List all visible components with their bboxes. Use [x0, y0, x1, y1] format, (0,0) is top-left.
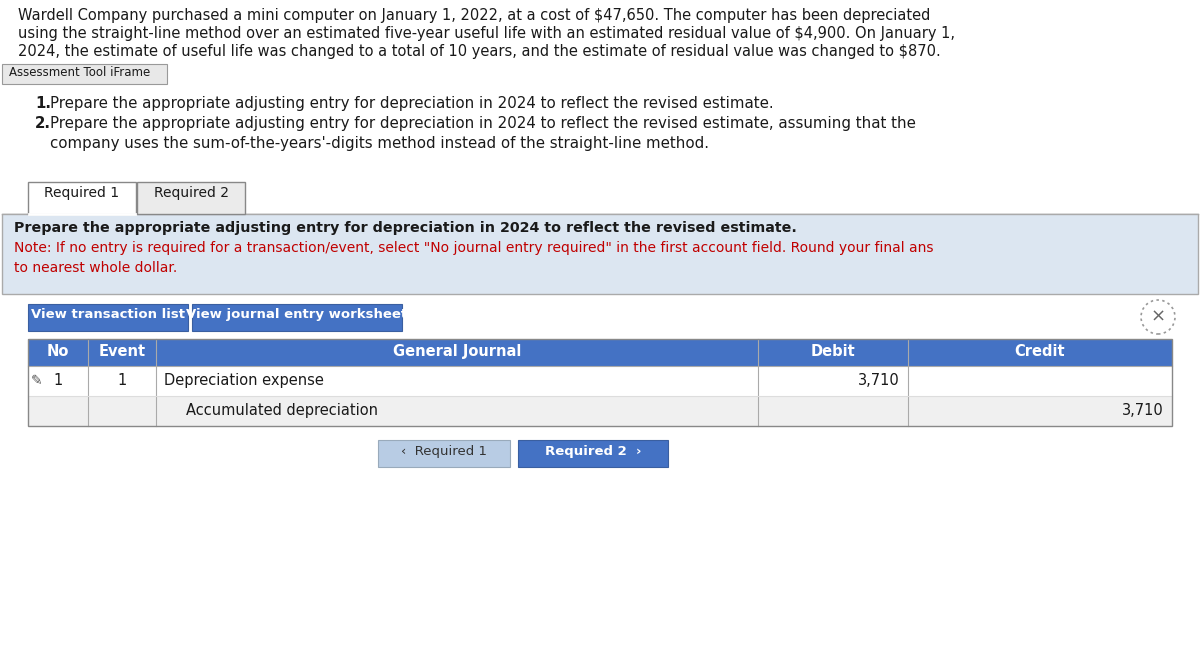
Text: Depreciation expense: Depreciation expense: [164, 373, 324, 388]
Text: Credit: Credit: [1015, 344, 1066, 359]
Text: 1.: 1.: [35, 96, 50, 111]
Text: No: No: [47, 344, 70, 359]
FancyBboxPatch shape: [2, 214, 1198, 294]
FancyBboxPatch shape: [378, 440, 510, 467]
FancyBboxPatch shape: [137, 182, 245, 214]
Text: Debit: Debit: [811, 344, 856, 359]
Text: Accumulated depreciation: Accumulated depreciation: [186, 403, 378, 418]
Text: View transaction list: View transaction list: [31, 308, 185, 321]
FancyBboxPatch shape: [28, 304, 188, 331]
FancyBboxPatch shape: [518, 440, 668, 467]
Text: 3,710: 3,710: [1122, 403, 1164, 418]
Text: Required 2  ›: Required 2 ›: [545, 445, 641, 458]
Text: Wardell Company purchased a mini computer on January 1, 2022, at a cost of $47,6: Wardell Company purchased a mini compute…: [18, 8, 930, 23]
Text: Assessment Tool iFrame: Assessment Tool iFrame: [10, 66, 150, 79]
Text: 3,710: 3,710: [858, 373, 900, 388]
Text: ‹  Required 1: ‹ Required 1: [401, 445, 487, 458]
FancyBboxPatch shape: [28, 339, 1172, 366]
Text: View journal entry worksheet: View journal entry worksheet: [186, 308, 408, 321]
Text: ×: ×: [1151, 308, 1165, 326]
FancyBboxPatch shape: [192, 304, 402, 331]
Text: 2024, the estimate of useful life was changed to a total of 10 years, and the es: 2024, the estimate of useful life was ch…: [18, 44, 941, 59]
Text: General Journal: General Journal: [392, 344, 521, 359]
Text: Required 1: Required 1: [44, 186, 120, 200]
Text: Prepare the appropriate adjusting entry for depreciation in 2024 to reflect the : Prepare the appropriate adjusting entry …: [14, 221, 797, 235]
Text: company uses the sum-of-the-years'-digits method instead of the straight-line me: company uses the sum-of-the-years'-digit…: [50, 136, 709, 151]
Text: Prepare the appropriate adjusting entry for depreciation in 2024 to reflect the : Prepare the appropriate adjusting entry …: [50, 96, 774, 111]
Text: Event: Event: [98, 344, 145, 359]
Text: ✎: ✎: [31, 374, 43, 388]
Text: Prepare the appropriate adjusting entry for depreciation in 2024 to reflect the : Prepare the appropriate adjusting entry …: [50, 116, 916, 131]
Text: to nearest whole dollar.: to nearest whole dollar.: [14, 261, 178, 275]
FancyBboxPatch shape: [28, 182, 136, 214]
Text: 2.: 2.: [35, 116, 50, 131]
Text: Required 2: Required 2: [154, 186, 228, 200]
FancyBboxPatch shape: [28, 366, 1172, 396]
Text: using the straight-line method over an estimated five-year useful life with an e: using the straight-line method over an e…: [18, 26, 955, 41]
FancyBboxPatch shape: [2, 64, 167, 84]
Text: 1: 1: [53, 373, 62, 388]
Text: Note: If no entry is required for a transaction/event, select "No journal entry : Note: If no entry is required for a tran…: [14, 241, 934, 255]
FancyBboxPatch shape: [28, 396, 1172, 426]
Text: 1: 1: [118, 373, 127, 388]
